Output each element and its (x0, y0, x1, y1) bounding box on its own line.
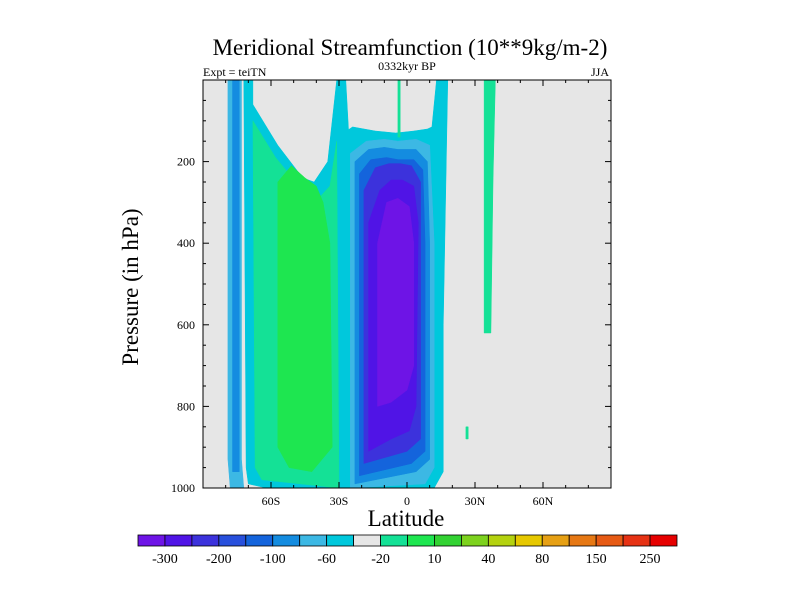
colorbar-label: -300 (152, 552, 178, 567)
colorbar: -300 -200 -100 -60 -20 10 40 80 150 250 (137, 534, 678, 567)
x-tick-label: 30S (330, 494, 349, 508)
axes: 60S 30S 0 30N 60N 200 400 600 800 1000 (171, 79, 612, 508)
y-tick-label: 1000 (171, 481, 195, 495)
x-tick-label: 60S (262, 494, 281, 508)
contour-northern-streak (483, 80, 496, 334)
colorbar-swatch (326, 534, 354, 547)
colorbar-label: 40 (481, 552, 495, 567)
colorbar-swatch (272, 534, 301, 547)
x-tick-label: 0 (404, 494, 410, 508)
colorbar-label: -20 (371, 552, 390, 567)
contour-south-polar-core (232, 80, 240, 472)
colorbar-swatch (622, 534, 651, 547)
chart-title: Meridional Streamfunction (10**9kg/m-2) (213, 35, 608, 60)
x-axis-label: Latitude (368, 506, 445, 531)
contour-northern-streak-2 (465, 426, 469, 440)
colorbar-swatch (191, 534, 220, 547)
subtitle-left: Expt = teiTN (203, 65, 267, 79)
y-axis-label: Pressure (in hPa) (118, 208, 143, 365)
colorbar-swatch (407, 534, 435, 547)
colorbar-swatch (649, 534, 678, 547)
colorbar-label: -100 (260, 552, 286, 567)
contour-hadley-core (377, 198, 415, 407)
colorbar-swatch (487, 534, 516, 547)
y-tick-label: 200 (177, 155, 195, 169)
colorbar-swatch (164, 534, 193, 547)
colorbar-label: 150 (586, 552, 607, 567)
colorbar-swatch (380, 534, 408, 547)
colorbar-swatch (218, 534, 247, 547)
subtitle-center: 0332kyr BP (378, 59, 436, 73)
colorbar-label: 250 (640, 552, 661, 567)
colorbar-swatch (137, 534, 166, 547)
colorbar-swatch (245, 534, 274, 547)
y-tick-label: 800 (177, 399, 195, 413)
colorbar-label: -200 (206, 552, 232, 567)
contour-southern-ferrel-core (277, 165, 333, 472)
x-tick-label: 60N (533, 494, 554, 508)
colorbar-swatch (568, 534, 597, 547)
colorbar-swatch (353, 534, 381, 547)
y-tick-label: 400 (177, 236, 195, 250)
colorbar-label: -60 (317, 552, 336, 567)
colorbar-label: 10 (427, 552, 441, 567)
colorbar-swatch (460, 534, 489, 547)
x-tick-label: 30N (465, 494, 486, 508)
plot-area (203, 80, 611, 488)
y-tick-label: 600 (177, 318, 195, 332)
colorbar-swatch (514, 534, 543, 547)
colorbar-swatch (434, 534, 462, 547)
colorbar-swatch (299, 534, 328, 547)
colorbar-swatch (595, 534, 624, 547)
contour-tropical-streak (397, 80, 401, 138)
subtitle-right: JJA (591, 65, 609, 79)
colorbar-swatch (541, 534, 570, 547)
colorbar-label: 80 (535, 552, 549, 567)
